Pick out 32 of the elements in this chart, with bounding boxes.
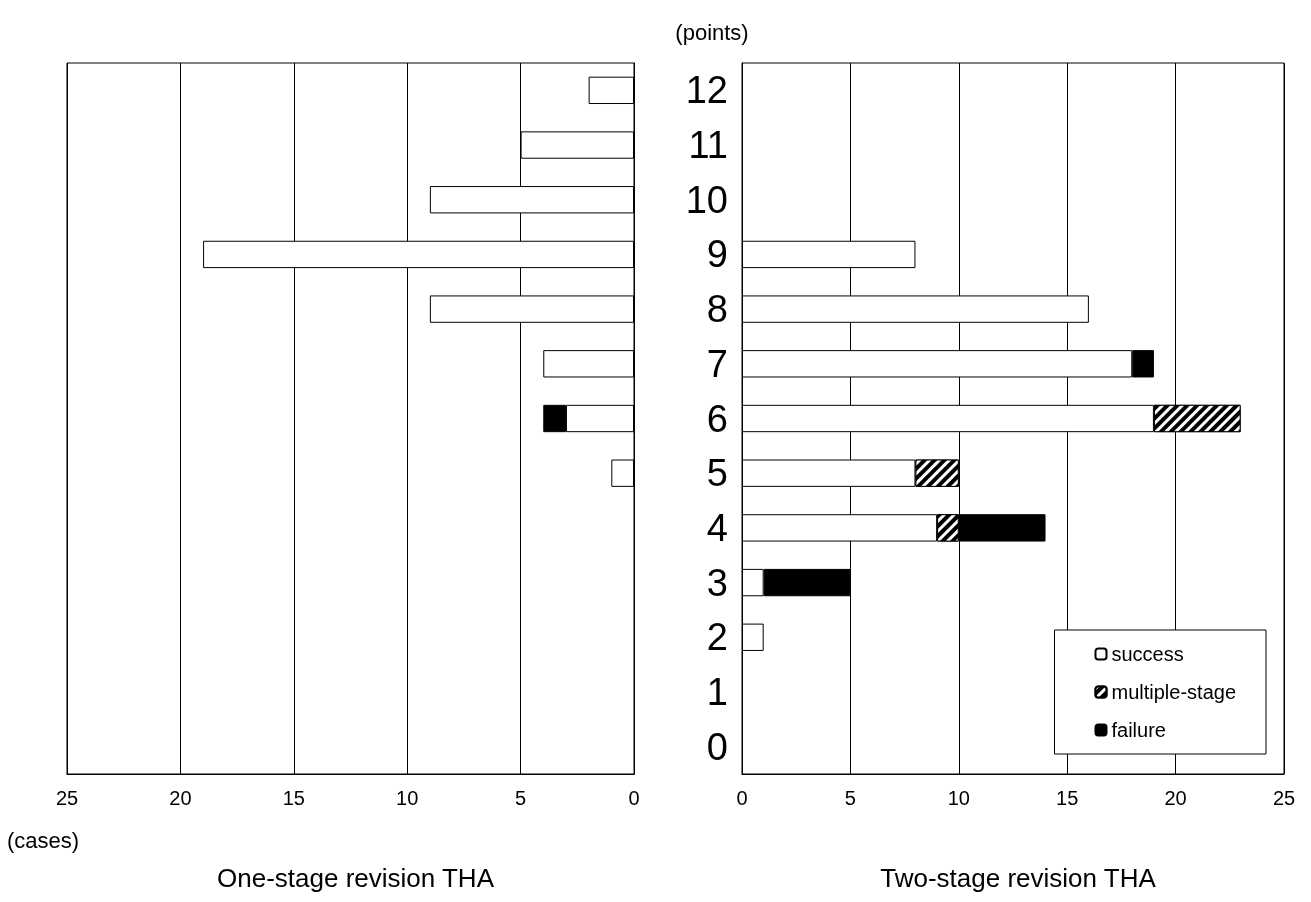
y-tick-label: 6 — [706, 397, 728, 440]
x-tick-label: 10 — [947, 787, 970, 809]
x-tick-label: 10 — [396, 787, 419, 809]
legend-label: multiple-stage — [1111, 681, 1237, 703]
x-tick-label: 25 — [55, 787, 79, 809]
y-tick-label: 8 — [706, 288, 728, 331]
y-tick-label: 12 — [685, 69, 728, 112]
y-tick-label: 0 — [706, 725, 728, 768]
x-tick-label: 5 — [515, 787, 527, 809]
x-tick-label: 5 — [844, 787, 856, 809]
text: Two-stage revision THA — [880, 863, 1157, 893]
y-tick-label: 11 — [688, 124, 728, 167]
x-tick-label: 25 — [1272, 787, 1296, 809]
y-tick-label: 7 — [706, 342, 728, 385]
y-tick-label: 4 — [706, 506, 728, 549]
y-tick-label: 1 — [706, 670, 728, 713]
x-tick-label: 20 — [169, 787, 192, 809]
x-tick-label: 0 — [736, 787, 748, 809]
y-tick-label: 2 — [706, 616, 728, 659]
x-tick-label: 0 — [628, 787, 640, 809]
y-tick-label: 5 — [706, 452, 728, 495]
y-axis-title: (points) — [675, 19, 749, 45]
x-axis-title: (cases) — [7, 827, 80, 853]
y-tick-label: 3 — [706, 561, 728, 604]
y-tick-label: 9 — [706, 233, 728, 276]
x-tick-label: 15 — [282, 787, 305, 809]
x-tick-label: 15 — [1056, 787, 1079, 809]
text: One-stage revision THA — [217, 863, 495, 893]
x-tick-label: 20 — [1164, 787, 1187, 809]
legend-label: success — [1111, 643, 1184, 665]
y-tick-label: 10 — [685, 178, 728, 221]
legend-label: failure — [1111, 719, 1166, 741]
